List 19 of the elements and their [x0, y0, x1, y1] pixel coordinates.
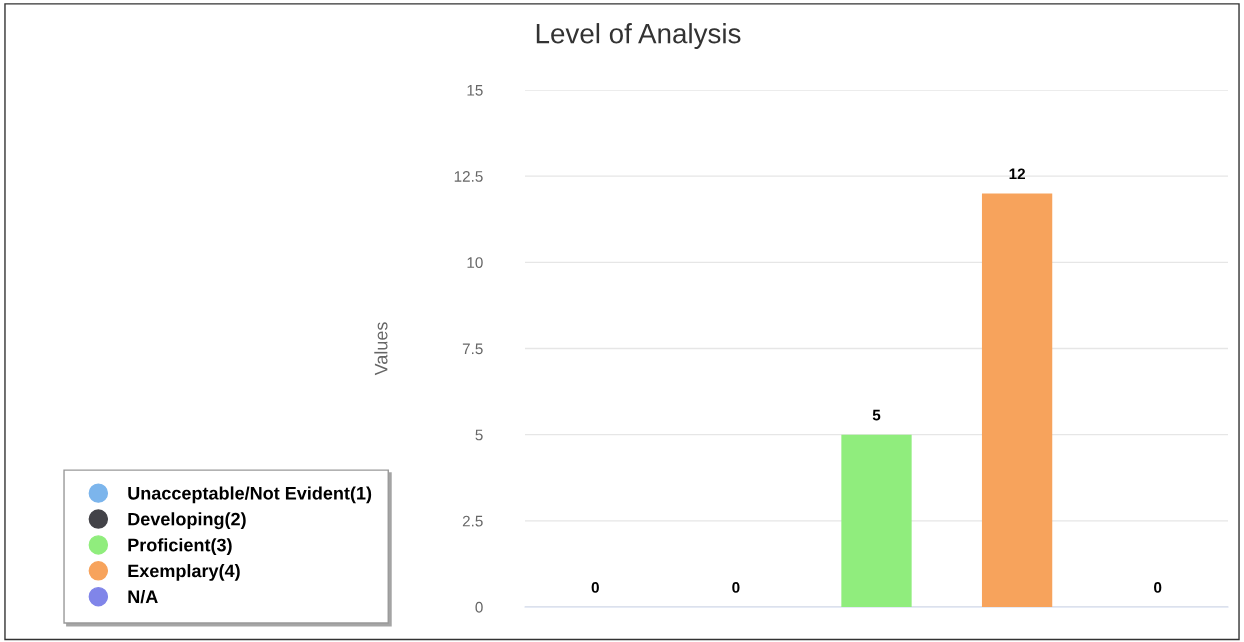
y-tick-label: 15: [467, 85, 483, 96]
legend-label: N/A: [128, 589, 158, 604]
y-axis-title: Values: [374, 322, 388, 376]
data-label: 0: [732, 582, 740, 593]
data-label: 5: [872, 409, 881, 421]
y-tick-label: 7.5: [462, 343, 483, 355]
data-label: 12: [1009, 168, 1025, 180]
legend-label: Unacceptable/Not Evident(1): [128, 486, 372, 504]
y-tick-label: 5: [475, 429, 483, 441]
y-tick-label: 2.5: [462, 515, 483, 527]
legend-label: Developing(2): [128, 512, 246, 530]
y-tick-label: 10: [467, 257, 483, 269]
y-tick-label: 12.5: [454, 171, 483, 182]
legend-label: Proficient(3): [128, 538, 232, 555]
chart-title: Level of Analysis: [536, 23, 741, 49]
data-label: 0: [1154, 582, 1162, 593]
legend-label: Exemplary(4): [128, 564, 240, 581]
y-tick-label: 0: [475, 601, 483, 613]
data-label: 0: [591, 582, 599, 593]
